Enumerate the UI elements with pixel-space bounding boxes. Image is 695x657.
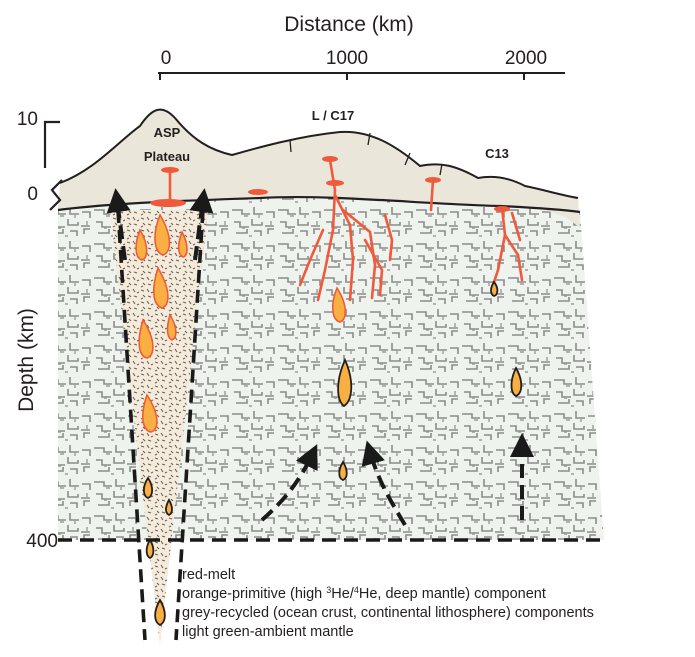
upwelling-arrows bbox=[106, 188, 534, 527]
crust-layer bbox=[57, 108, 581, 228]
melt-pockets bbox=[150, 156, 510, 212]
crust-top-line bbox=[59, 108, 579, 199]
melt-channels bbox=[168, 158, 524, 302]
y-tick-400: 400 bbox=[26, 531, 58, 552]
distance-axis: Distance (km) 0 1000 2000 bbox=[158, 13, 565, 80]
legend-recycled: grey-recycled (ocean crust, continental … bbox=[182, 605, 594, 621]
legend-ambient: light green-ambient mantle bbox=[182, 624, 354, 640]
deep-primitive-blobs bbox=[142, 280, 523, 627]
label-lc17: L / C17 bbox=[312, 108, 354, 123]
depth-axis-title: Depth (km) bbox=[15, 308, 38, 412]
label-plateau: Plateau bbox=[144, 149, 190, 164]
x-tick-2000: 2000 bbox=[505, 48, 547, 69]
upwelling-arrow-middle bbox=[361, 440, 407, 527]
label-c13: C13 bbox=[485, 146, 509, 161]
legend-melt: red-melt bbox=[182, 567, 236, 583]
place-labels: ASP Plateau L / C17 C13 bbox=[144, 108, 509, 164]
upwelling-arrow-left bbox=[260, 444, 318, 522]
y-tick-10: 10 bbox=[17, 109, 38, 130]
x-tick-0: 0 bbox=[161, 48, 172, 69]
x-tick-1000: 1000 bbox=[326, 48, 368, 69]
distance-axis-title: Distance (km) bbox=[284, 13, 414, 36]
crust-base-line bbox=[57, 195, 581, 214]
label-asp: ASP bbox=[154, 125, 181, 140]
legend: red-melt orange-primitive (high 3He/4He,… bbox=[182, 566, 594, 642]
plume-arrow-left bbox=[106, 188, 131, 261]
plume-conduit bbox=[110, 209, 208, 645]
legend-primitive: orange-primitive (high 3He/4He, deep man… bbox=[182, 585, 546, 603]
plume-arrow-right bbox=[189, 188, 214, 261]
depth-axis: Depth (km) 10 0 400 bbox=[15, 109, 63, 552]
y-tick-0: 0 bbox=[27, 184, 38, 205]
primitive-blobs bbox=[135, 213, 347, 433]
